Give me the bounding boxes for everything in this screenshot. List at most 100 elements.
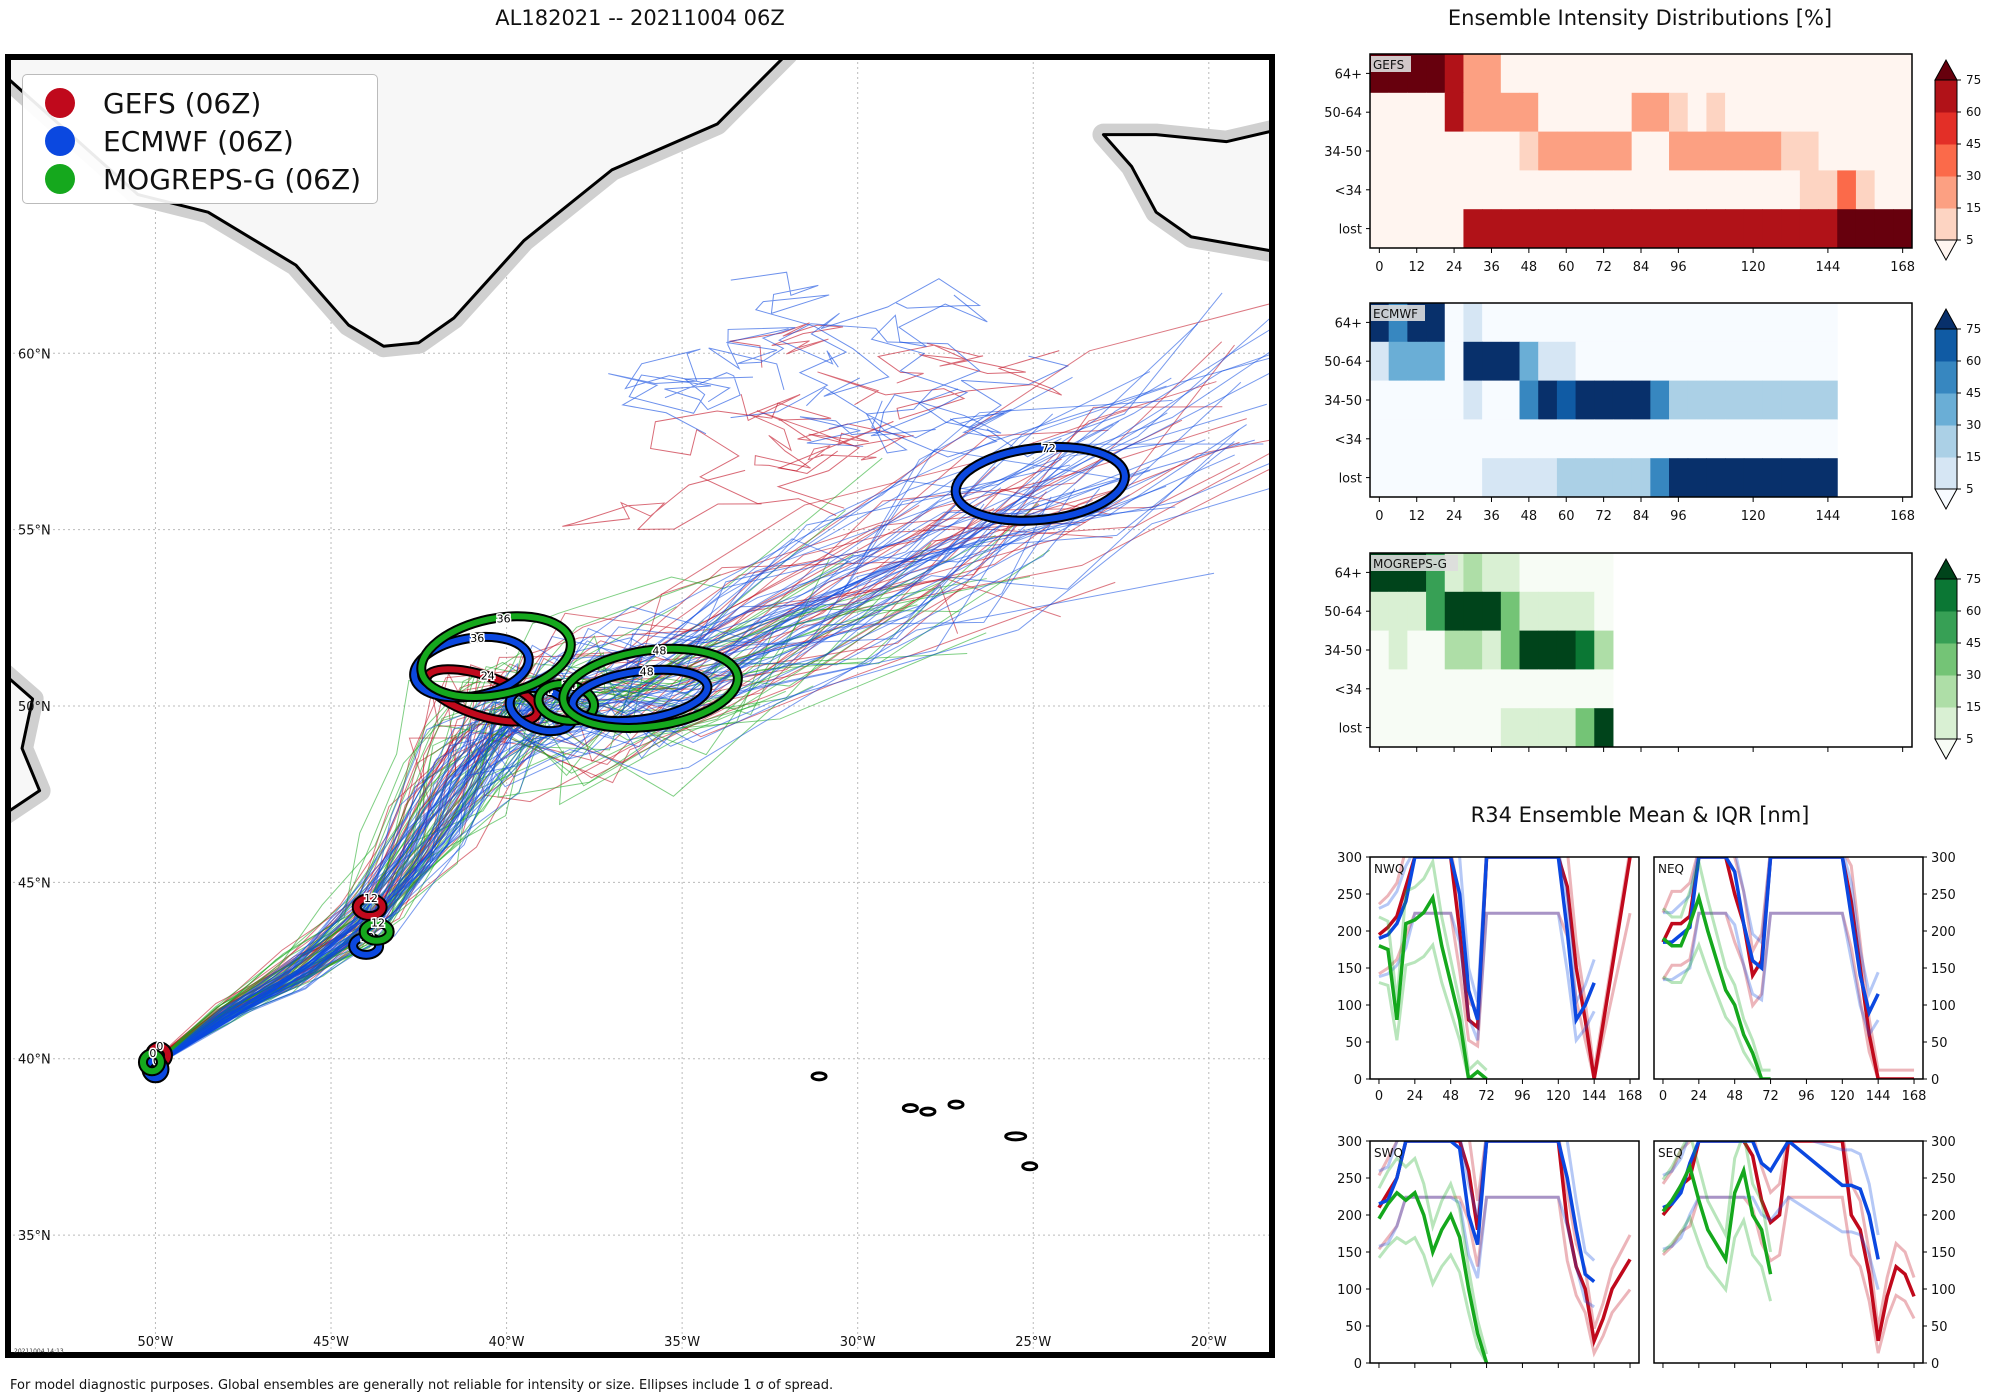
heatmap-cell	[1631, 303, 1651, 343]
r34-mean-line	[1378, 892, 1488, 1079]
heatmap-cell	[1874, 209, 1894, 249]
heatmap-cell	[1594, 669, 1614, 709]
heatmap-cell	[1799, 419, 1820, 459]
heatmap-cell	[1706, 209, 1726, 249]
heatmap-cell	[1669, 341, 1689, 382]
heatmap-cell	[1426, 131, 1446, 171]
heatmap-cell	[1706, 458, 1726, 498]
r34-iqr-line	[1661, 1213, 1773, 1302]
heatmap-xtick-label: 48	[1521, 759, 1538, 760]
heatmap-cell	[1687, 380, 1707, 420]
heatmap-cell	[1687, 131, 1707, 171]
heatmap-cell	[1370, 170, 1390, 210]
heatmap-cell	[1631, 458, 1651, 498]
heatmap-cell	[1500, 708, 1521, 748]
heatmap-cell	[1893, 92, 1913, 133]
map-lon-tick-label: 20°W	[1191, 1335, 1227, 1350]
heatmap-cell	[1575, 553, 1595, 593]
colorbar-tick-label: 30	[1966, 668, 1981, 682]
heatmap-cell	[1594, 303, 1614, 343]
heatmap-cell	[1762, 170, 1782, 210]
heatmap-xtick-label: 72	[1595, 260, 1612, 275]
heatmap-cell	[1612, 131, 1633, 171]
r34-ytick-label: 0	[1931, 1357, 1939, 1370]
heatmap-cell	[1463, 669, 1483, 709]
map-lat-tick-label: 35°N	[18, 1229, 51, 1244]
heatmap-cell	[1388, 630, 1408, 670]
heatmap-cell	[1407, 92, 1427, 133]
ensemble-track	[155, 534, 954, 1067]
heatmap-cell	[1407, 591, 1427, 632]
r34-mean-line	[1377, 857, 1632, 1079]
colorbar-tick-label: 60	[1966, 604, 1981, 618]
ellipse-ecmwf-48	[567, 664, 713, 726]
r34-lines-SEQ	[1661, 1141, 1916, 1354]
intensity-panels: 64+ 50-64 34-50 <34 lost GEFS 0 12 24 36 48 60 72 84 9…	[1324, 53, 1981, 760]
heatmap-xtick-label: 60	[1558, 759, 1575, 760]
heatmap-cell	[1743, 419, 1763, 459]
heatmap-xtick-label: 120	[1741, 509, 1766, 524]
heatmap-xtick-label: 12	[1408, 260, 1425, 275]
heatmap-cell	[1669, 54, 1689, 94]
heatmap-row-label: lost	[1339, 223, 1362, 238]
r34-ytick-label: 0	[1931, 1073, 1939, 1088]
heatmap-cell	[1519, 54, 1539, 94]
azores-island	[1021, 1161, 1039, 1172]
heatmap-panel-label: MOGREPS-G	[1373, 557, 1447, 571]
ecmwf-dot-icon	[45, 126, 75, 156]
heatmap-xtick-label: 120	[1741, 260, 1766, 275]
heatmap-cell	[1799, 131, 1820, 171]
heatmap-cell	[1612, 380, 1633, 420]
heatmap-cell	[1482, 341, 1502, 382]
heatmap-cell	[1669, 209, 1689, 249]
heatmap-cell	[1426, 54, 1446, 94]
heatmap-cell	[1463, 380, 1483, 420]
heatmap-cell	[1500, 131, 1521, 171]
map-lat-tick-label: 50°N	[18, 700, 51, 715]
r34-quadrant-label: NWQ	[1374, 862, 1404, 876]
heatmap-cell	[1575, 341, 1595, 382]
heatmap-cell	[1370, 92, 1390, 133]
colorbar-tick-label: 45	[1966, 386, 1981, 400]
heatmap-cell	[1482, 170, 1502, 210]
r34-ytick-label: 250	[1931, 1172, 1956, 1187]
heatmap-cell	[1706, 419, 1726, 459]
heatmap-row-label: 50-64	[1324, 355, 1362, 370]
heatmap-cell	[1538, 131, 1558, 171]
r34-xtick-label: 144	[1866, 1089, 1891, 1104]
heatmap-xtick-label: 120	[1741, 759, 1766, 760]
heatmap-cell	[1538, 708, 1558, 748]
heatmap-cell	[1594, 341, 1614, 382]
heatmap-panel-label: GEFS	[1373, 58, 1404, 72]
heatmap-cell	[1706, 303, 1726, 343]
r34-ytick-label: 50	[1931, 1036, 1948, 1051]
heatmap-cell	[1818, 458, 1838, 498]
heatmap-xtick-label: 96	[1670, 509, 1687, 524]
colorbar-tick-label: 5	[1966, 732, 1974, 746]
legend-label-gefs: GEFS (06Z)	[103, 86, 262, 120]
newfoundland-land	[8, 675, 42, 814]
heatmap-cell	[1388, 131, 1408, 171]
heatmap-cell	[1575, 458, 1595, 498]
heatmap-cell	[1463, 54, 1483, 94]
legend-item-ecmwf: ECMWF (06Z)	[45, 123, 294, 159]
heatmap-xtick-label: 12	[1408, 759, 1425, 760]
r34-iqr-line	[1661, 857, 1771, 1072]
r34-xtick-label: 168	[1618, 1089, 1643, 1104]
colorbar-frame	[1934, 578, 1958, 740]
heatmap-cell	[1594, 54, 1614, 94]
heatmap-cell	[1893, 170, 1913, 210]
ellipse-ecmwf-72	[950, 441, 1130, 526]
heatmap-cell	[1818, 209, 1838, 249]
r34-mean-line	[1661, 1161, 1773, 1275]
colorbar-tick-label: 75	[1966, 572, 1981, 586]
r34-iqr-line	[1378, 857, 1596, 1008]
map-lon-tick-label: 25°W	[1015, 1335, 1051, 1350]
ensemble-track	[155, 315, 1272, 1067]
azores-island	[919, 1106, 937, 1117]
ellipse-mogreps-48	[558, 643, 743, 733]
heatmap-cell	[1500, 669, 1521, 709]
heatmap-cell	[1407, 630, 1427, 670]
heatmap-cell	[1725, 419, 1745, 459]
heatmap-cell	[1388, 458, 1408, 498]
